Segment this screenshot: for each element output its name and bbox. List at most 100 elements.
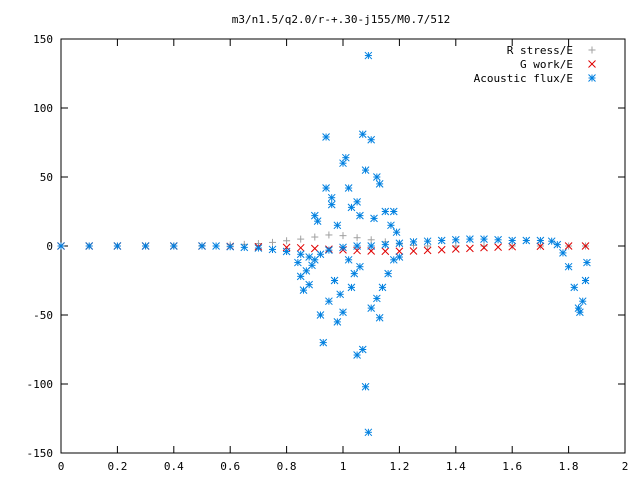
data-point <box>85 242 94 250</box>
data-point <box>353 242 361 250</box>
data-point <box>576 308 584 317</box>
x-tick-label: 1.4 <box>446 460 466 473</box>
data-point <box>437 245 446 254</box>
legend-label: R stress/E <box>507 44 573 57</box>
data-point <box>344 255 353 264</box>
data-point <box>423 246 432 255</box>
data-point <box>330 276 339 285</box>
data-point <box>372 173 381 181</box>
data-layer <box>57 51 591 437</box>
data-point <box>347 283 356 292</box>
data-point <box>327 200 336 209</box>
data-point <box>367 242 376 250</box>
data-point <box>480 242 488 250</box>
y-tick-label: -150 <box>27 447 54 460</box>
data-point <box>283 237 291 245</box>
data-point <box>57 242 65 250</box>
data-point <box>409 238 418 246</box>
data-point <box>381 207 390 216</box>
x-tick-label: 1.8 <box>559 460 579 473</box>
data-point <box>395 247 404 256</box>
data-point <box>341 153 350 162</box>
data-point <box>113 242 122 250</box>
x-tick-label: 0.4 <box>164 460 184 473</box>
data-point <box>327 193 336 202</box>
x-tick-label: 0 <box>58 460 65 473</box>
data-point <box>268 245 277 254</box>
data-point <box>311 233 319 241</box>
data-point <box>451 235 460 244</box>
legend-marker <box>588 46 596 54</box>
data-point <box>384 269 392 278</box>
data-point <box>395 253 404 261</box>
data-point <box>583 258 591 267</box>
data-point <box>389 207 398 216</box>
data-point <box>451 245 460 253</box>
data-point <box>381 247 390 256</box>
data-point <box>361 166 370 174</box>
data-point <box>508 236 517 245</box>
x-tick-label: 0.6 <box>220 460 240 473</box>
data-point <box>564 242 573 250</box>
x-tick-label: 1.6 <box>502 460 522 473</box>
data-point <box>322 184 330 192</box>
data-point <box>297 235 305 243</box>
data-point <box>367 135 376 144</box>
data-point <box>581 276 590 285</box>
data-point <box>364 51 373 60</box>
data-point <box>212 242 220 250</box>
x-tick-label: 0.2 <box>107 460 127 473</box>
data-point <box>536 242 545 251</box>
data-point <box>313 217 322 226</box>
data-point <box>480 243 488 252</box>
x-tick-label: 1.2 <box>389 460 409 473</box>
data-point <box>522 236 531 245</box>
data-point <box>269 238 276 246</box>
data-point <box>553 240 562 249</box>
data-point <box>392 228 401 237</box>
chart-title: m3/n1.5/q2.0/r-+.30-j155/M0.7/512 <box>232 13 451 26</box>
data-point <box>344 184 353 192</box>
data-point <box>325 297 333 306</box>
data-point <box>296 243 305 252</box>
data-point <box>395 239 404 248</box>
data-point <box>372 294 381 303</box>
legend-marker <box>588 74 596 82</box>
data-point <box>494 243 502 251</box>
data-point <box>423 237 432 246</box>
data-point <box>339 243 347 252</box>
data-point <box>254 244 263 252</box>
data-point <box>308 261 316 270</box>
data-point <box>226 242 235 251</box>
data-point <box>333 318 342 326</box>
x-tick-label: 0.8 <box>277 460 297 473</box>
data-point <box>141 242 150 250</box>
data-point <box>198 242 206 250</box>
data-point <box>169 242 178 250</box>
data-point <box>356 211 364 220</box>
data-point <box>325 246 333 254</box>
y-tick-label: 0 <box>46 240 53 253</box>
legend-label: G work/E <box>520 58 573 71</box>
data-point <box>353 234 361 242</box>
data-point <box>350 269 359 278</box>
data-point <box>356 262 364 271</box>
data-point <box>466 244 474 253</box>
data-point <box>375 313 384 322</box>
data-point <box>559 249 567 257</box>
data-point <box>437 236 446 245</box>
data-point <box>282 247 291 256</box>
y-tick-label: -100 <box>27 378 54 391</box>
data-point <box>578 297 587 306</box>
data-point <box>316 250 325 259</box>
data-point <box>364 428 373 437</box>
data-point <box>547 237 556 246</box>
data-point <box>480 235 488 243</box>
data-point <box>240 243 249 252</box>
data-point <box>370 214 378 223</box>
data-point <box>375 180 384 188</box>
data-point <box>325 231 333 239</box>
data-point <box>358 130 367 139</box>
